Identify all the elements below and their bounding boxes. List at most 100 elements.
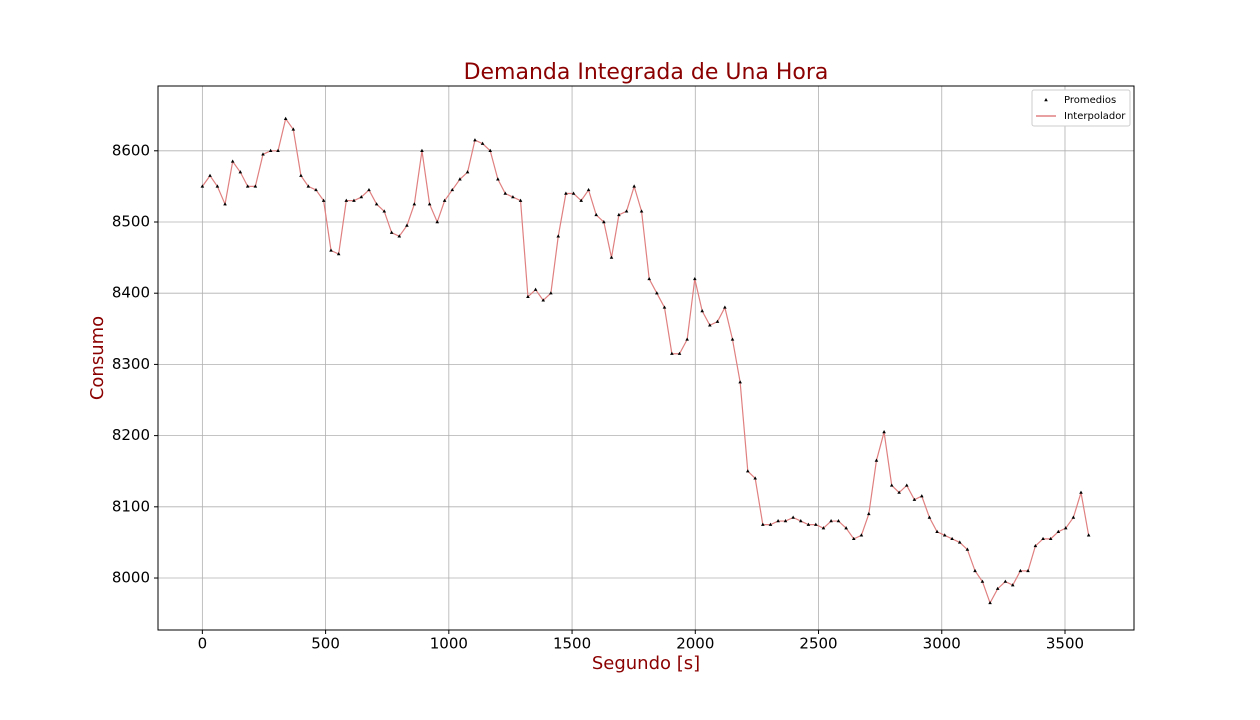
marker xyxy=(564,191,568,195)
legend-label: Interpolador xyxy=(1064,111,1126,122)
marker xyxy=(314,187,318,192)
series-line xyxy=(201,117,1090,605)
marker xyxy=(276,148,280,152)
marker xyxy=(541,298,546,302)
marker xyxy=(352,198,356,202)
marker xyxy=(533,287,538,291)
marker xyxy=(768,522,773,526)
marker xyxy=(511,195,515,199)
marker xyxy=(389,230,394,234)
marker xyxy=(1033,543,1038,548)
marker xyxy=(488,148,493,152)
marker xyxy=(791,515,795,519)
marker xyxy=(723,305,727,309)
marker xyxy=(730,337,735,341)
marker xyxy=(526,294,530,298)
marker xyxy=(904,483,909,487)
marker xyxy=(435,220,440,224)
marker xyxy=(344,198,349,202)
marker xyxy=(382,209,387,213)
marker xyxy=(374,202,379,206)
marker xyxy=(897,490,901,494)
marker xyxy=(359,195,364,199)
marker xyxy=(973,568,977,573)
marker xyxy=(1010,583,1015,587)
marker xyxy=(1063,526,1068,530)
marker xyxy=(942,533,947,537)
marker xyxy=(693,276,697,281)
marker xyxy=(329,248,333,252)
x-tick-label: 1500 xyxy=(553,635,591,653)
marker xyxy=(859,533,864,537)
x-tick-label: 1000 xyxy=(430,635,468,653)
plot-frame xyxy=(157,85,1135,631)
x-tick-label: 500 xyxy=(311,635,340,653)
marker xyxy=(609,255,614,259)
marker xyxy=(412,202,417,206)
marker xyxy=(677,351,682,355)
y-tick-label: 8300 xyxy=(112,355,150,373)
x-tick-label: 2500 xyxy=(799,635,837,653)
marker xyxy=(957,540,962,544)
marker xyxy=(715,319,720,323)
marker xyxy=(594,212,599,217)
marker xyxy=(450,187,455,192)
marker xyxy=(321,198,326,202)
marker xyxy=(783,519,788,523)
marker xyxy=(200,184,205,188)
marker xyxy=(268,148,273,152)
series-markers xyxy=(200,116,1091,605)
marker xyxy=(1026,568,1030,573)
marker xyxy=(261,152,265,156)
marker xyxy=(230,159,235,163)
x-tick-label: 0 xyxy=(198,635,208,653)
marker xyxy=(806,522,811,526)
marker xyxy=(821,526,826,530)
marker xyxy=(549,291,553,295)
marker xyxy=(238,170,243,174)
y-axis-label: Consumo xyxy=(87,316,108,400)
marker xyxy=(882,430,886,434)
marker xyxy=(761,522,765,526)
marker xyxy=(473,138,477,142)
marker xyxy=(776,519,780,523)
marker xyxy=(912,497,917,501)
marker xyxy=(1071,515,1076,519)
marker xyxy=(1048,536,1053,541)
marker xyxy=(829,519,833,523)
marker xyxy=(738,380,742,384)
marker xyxy=(647,276,652,281)
marker xyxy=(624,209,629,213)
marker xyxy=(503,191,508,195)
marker xyxy=(253,184,258,188)
marker xyxy=(215,184,220,188)
x-axis-label: Segundo [s] xyxy=(592,653,700,674)
legend-swatch xyxy=(1044,98,1048,102)
y-tick-label: 8500 xyxy=(112,213,150,231)
marker xyxy=(571,191,576,195)
marker xyxy=(458,177,462,181)
marker xyxy=(518,198,523,202)
marker xyxy=(208,173,212,177)
y-tick-label: 8600 xyxy=(112,141,150,159)
marker xyxy=(1003,579,1008,583)
marker xyxy=(965,547,970,551)
marker xyxy=(1018,568,1023,573)
marker xyxy=(283,116,288,120)
marker xyxy=(617,212,621,217)
marker xyxy=(405,223,409,227)
marker xyxy=(874,458,879,462)
marker xyxy=(367,187,371,192)
legend-box xyxy=(1031,89,1131,127)
marker xyxy=(867,511,871,516)
marker xyxy=(995,586,1000,590)
marker xyxy=(814,522,818,526)
marker xyxy=(919,494,924,498)
marker xyxy=(662,305,667,309)
marker xyxy=(798,519,803,523)
marker xyxy=(556,234,561,238)
marker xyxy=(851,536,856,541)
marker xyxy=(223,202,227,206)
marker xyxy=(836,519,841,523)
